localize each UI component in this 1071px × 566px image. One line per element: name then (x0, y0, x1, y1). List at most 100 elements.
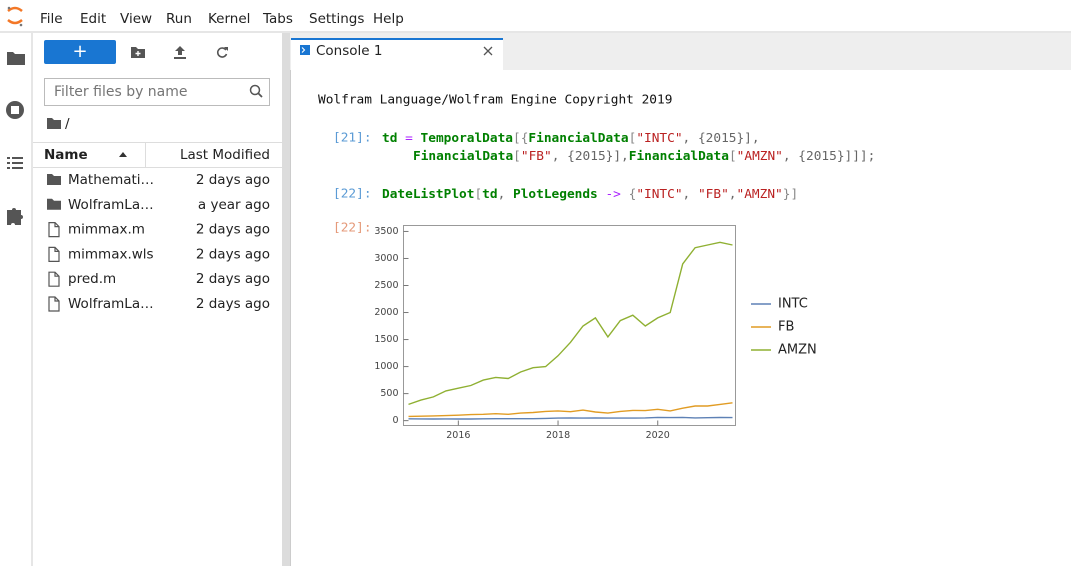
menu-item[interactable]: Edit (80, 11, 106, 27)
code-token: , {2015}], (683, 131, 760, 146)
refresh-button[interactable] (216, 47, 228, 58)
extensions-icon[interactable] (7, 208, 23, 225)
y-tick-label: 500 (380, 388, 398, 399)
menu-item[interactable]: Help (373, 11, 404, 27)
plus-icon: + (72, 41, 87, 62)
code-token: , (729, 187, 737, 202)
folder-icon (47, 198, 61, 210)
code-token: td (382, 131, 397, 146)
menu-item[interactable]: Run (166, 11, 192, 27)
code-token: "INTC" (636, 131, 682, 146)
code-token: PlotLegends (513, 187, 598, 202)
tab-close[interactable] (483, 46, 493, 56)
y-tick-label: 3000 (374, 253, 398, 264)
x-tick-label: 2020 (646, 430, 670, 441)
code-token: "FB" (698, 187, 729, 202)
x-tick-label: 2016 (446, 430, 470, 441)
legend-label: AMZN (778, 343, 817, 358)
menu-bar (0, 0, 1071, 32)
sort-caret[interactable] (119, 152, 127, 157)
series-line (408, 241, 733, 406)
files-icon[interactable] (7, 52, 25, 65)
file-modified: a year ago (198, 197, 270, 213)
code-token: [ (474, 187, 482, 202)
upload-button[interactable] (174, 46, 186, 59)
file-modified: 2 days ago (196, 172, 270, 188)
menu-item[interactable]: File (40, 11, 63, 27)
series-line (408, 416, 733, 420)
modified-column-header[interactable]: Last Modified (180, 147, 270, 163)
code-token: [{ (513, 131, 528, 146)
code-token: "AMZN" (737, 187, 783, 202)
code-token: }] (783, 187, 798, 202)
breadcrumb-folder-icon[interactable] (47, 118, 61, 129)
code-token: TemporalData (421, 131, 513, 146)
file-name[interactable]: WolframLa… (68, 197, 154, 213)
file-modified: 2 days ago (196, 246, 270, 262)
folder-icon (47, 174, 61, 185)
code-line: FinancialData["FB", {2015}],FinancialDat… (413, 149, 875, 164)
code-line: DateListPlot[td, PlotLegends -> {"INTC",… (382, 187, 798, 202)
code-token: td (482, 187, 497, 202)
filter-input[interactable] (44, 78, 270, 106)
code-token: -> (598, 187, 629, 202)
running-icon[interactable] (6, 101, 24, 119)
code-token: DateListPlot (382, 187, 474, 202)
code-token: = (397, 131, 420, 146)
tab-title: Console 1 (316, 43, 382, 59)
file-icon (48, 296, 60, 312)
menu-item[interactable]: Settings (309, 11, 364, 27)
y-tick-label: 0 (392, 415, 398, 426)
input-prompt: [21]: (333, 131, 372, 146)
code-token: "AMZN" (737, 149, 783, 164)
code-token: , {2015}], (552, 149, 629, 164)
file-name[interactable]: mimmax.wls (68, 246, 154, 262)
menu-item[interactable]: Tabs (262, 11, 293, 27)
code-token: [ (629, 131, 637, 146)
split-handle (282, 33, 290, 566)
code-token: FinancialData (413, 149, 513, 164)
file-icon (48, 271, 60, 287)
code-token: "INTC" (636, 187, 682, 202)
activity-bar (0, 33, 32, 566)
y-tick-label: 2500 (374, 280, 398, 291)
filter-placeholder: Filter files by name (54, 84, 188, 100)
breadcrumb-path[interactable]: / (65, 116, 70, 132)
menu-item[interactable]: View (120, 11, 152, 27)
plot-frame (403, 225, 736, 426)
file-name[interactable]: Mathemati… (68, 172, 154, 188)
console-icon (300, 45, 310, 55)
name-column-header[interactable]: Name (44, 147, 88, 163)
code-token: [ (513, 149, 521, 164)
legend-label: INTC (778, 297, 808, 312)
legend-label: FB (778, 320, 794, 335)
file-modified: 2 days ago (196, 222, 270, 238)
input-prompt: [22]: (333, 187, 372, 202)
console-tab[interactable] (291, 38, 503, 71)
menu-item[interactable]: Kernel (208, 11, 250, 27)
y-tick-label: 1500 (374, 334, 398, 345)
console-banner: Wolfram Language/Wolfram Engine Copyrigh… (318, 93, 672, 108)
logo (7, 6, 23, 27)
file-name[interactable]: mimmax.m (68, 222, 145, 238)
code-token: FinancialData (629, 149, 729, 164)
y-tick-label: 3500 (374, 226, 398, 237)
commands-icon[interactable] (7, 157, 23, 169)
file-name[interactable]: pred.m (68, 271, 116, 287)
code-token: [ (729, 149, 737, 164)
new-launcher-button[interactable] (44, 40, 116, 64)
code-token: "FB" (521, 149, 552, 164)
code-token: , (683, 187, 698, 202)
file-name[interactable]: WolframLa… (68, 296, 154, 312)
search-icon (249, 84, 263, 98)
code-token: , {2015}]]]; (783, 149, 875, 164)
code-token: { (629, 187, 637, 202)
file-modified: 2 days ago (196, 296, 270, 312)
tab-active-indicator (291, 38, 503, 40)
y-tick-label: 2000 (374, 307, 398, 318)
code-token: , (498, 187, 513, 202)
file-modified: 2 days ago (196, 271, 270, 287)
new-folder-button[interactable] (131, 47, 145, 58)
